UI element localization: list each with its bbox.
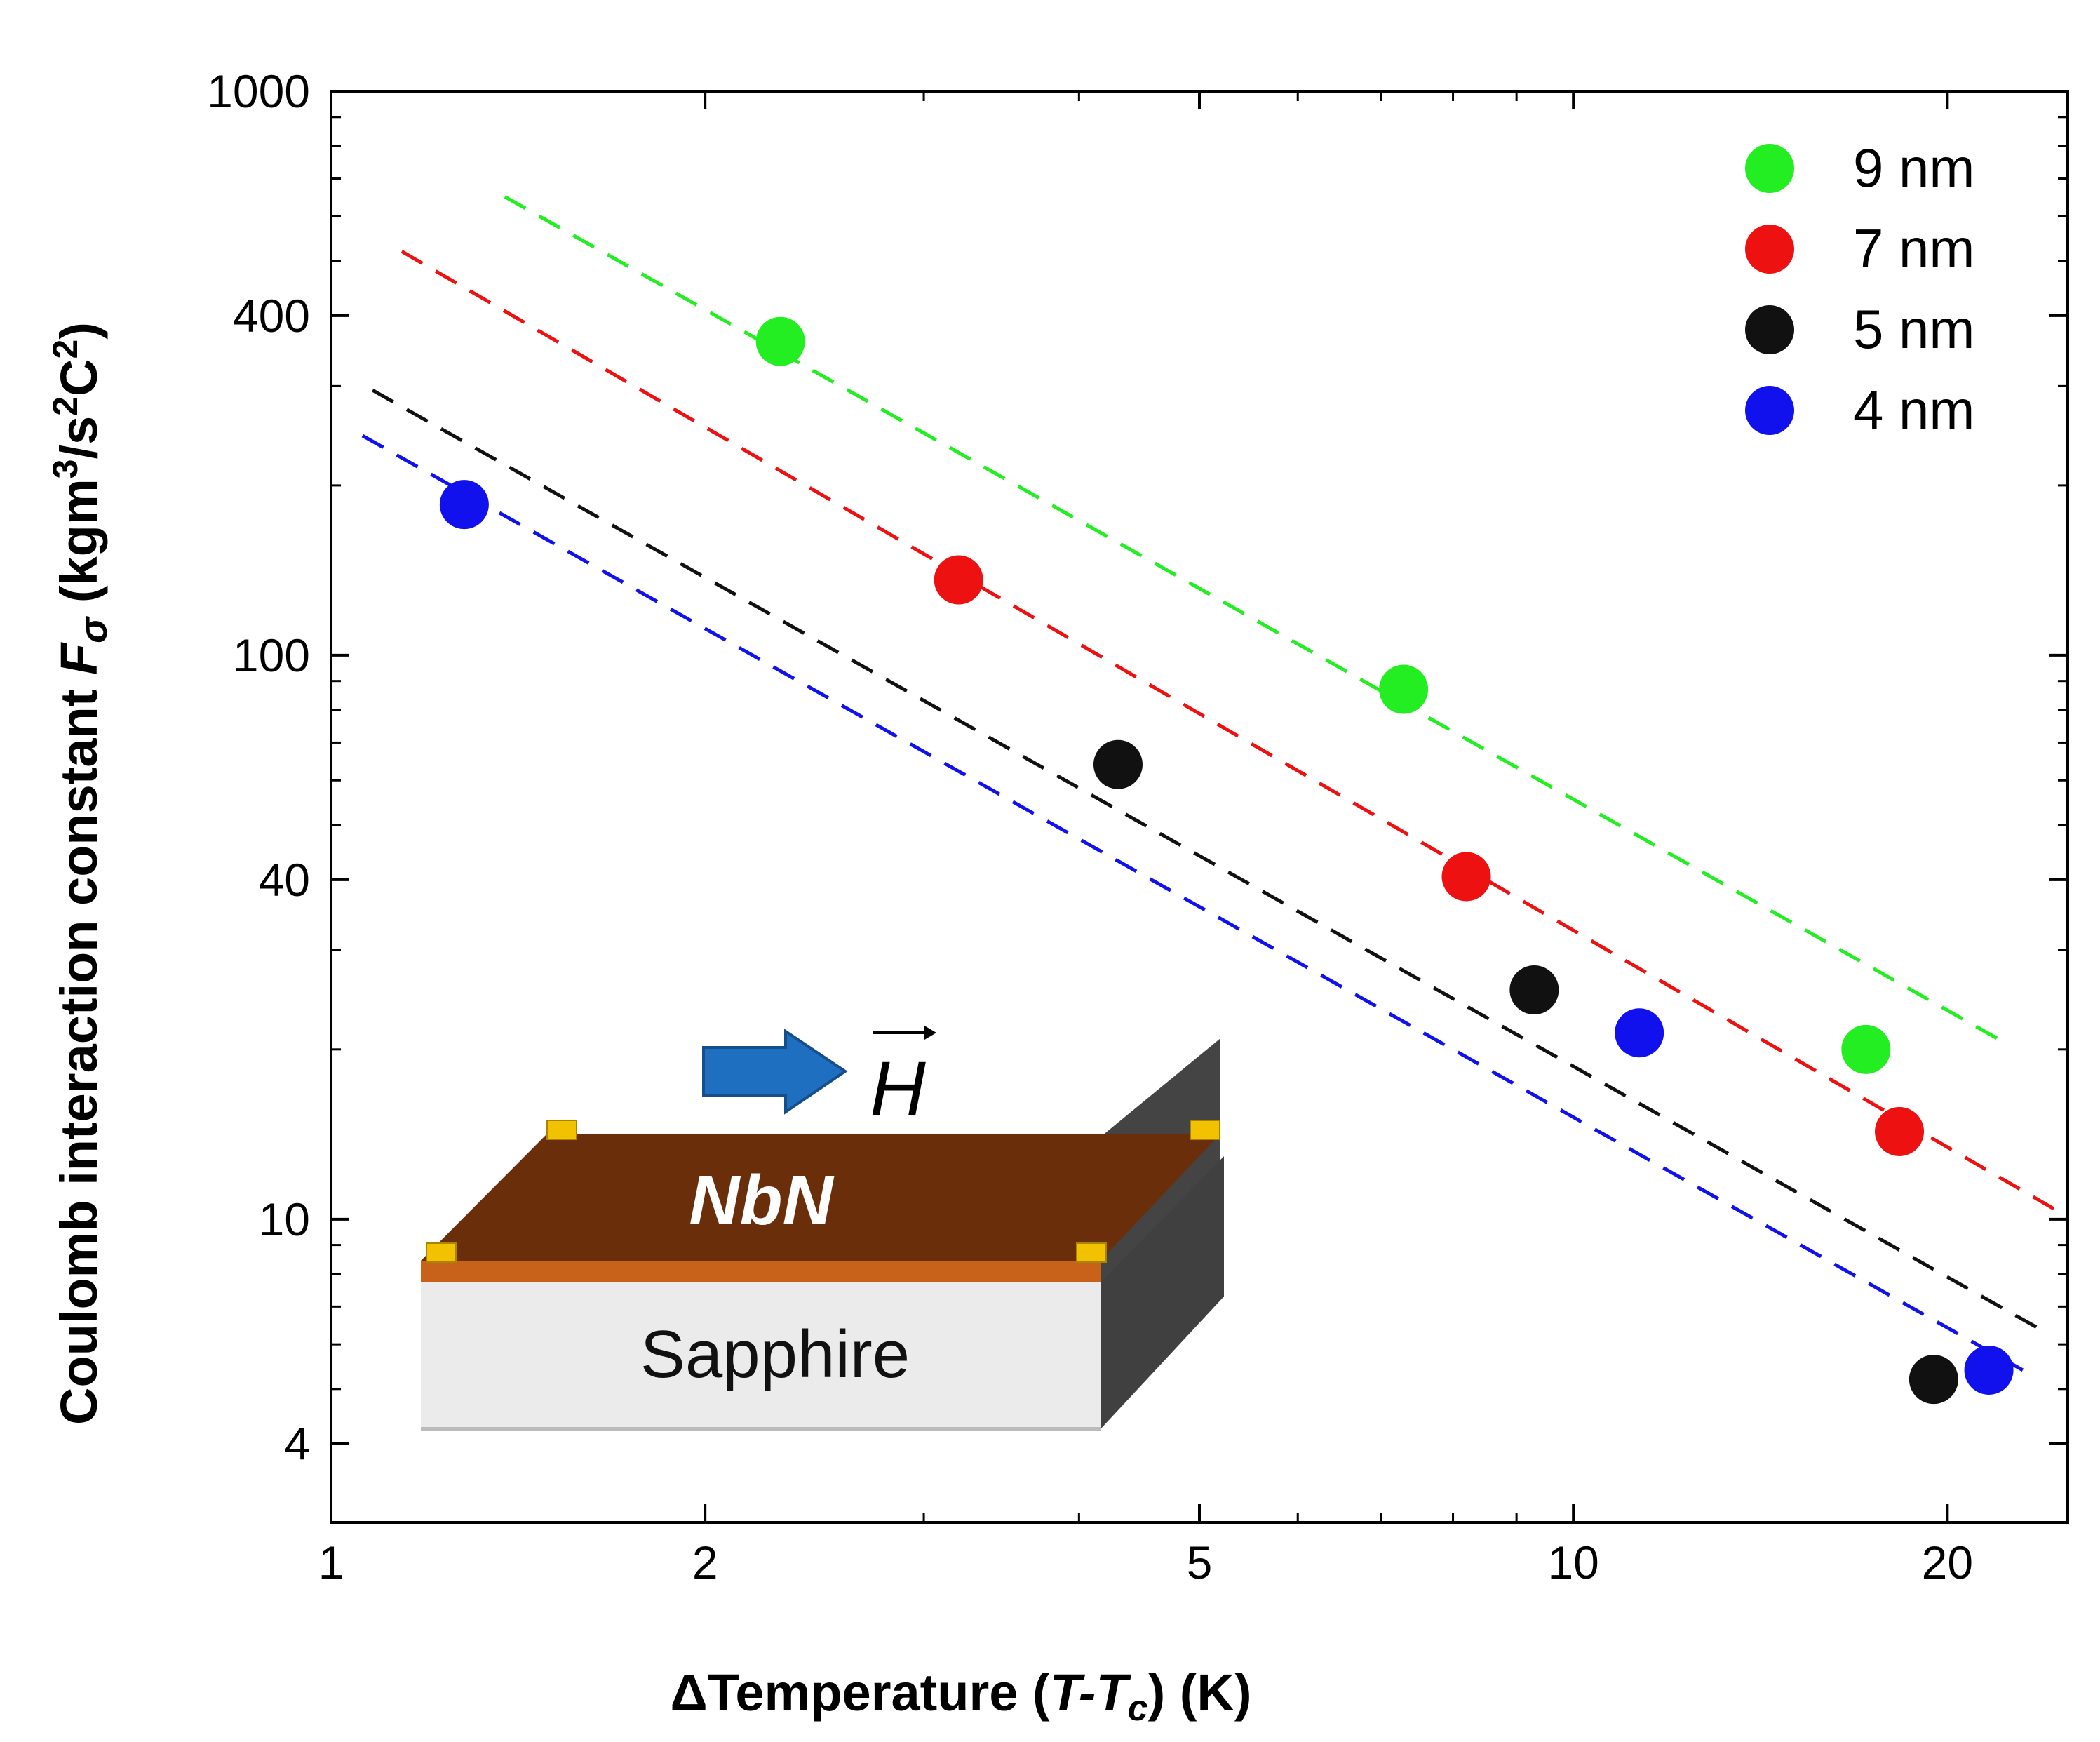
x-tick-label: 10 <box>1547 1536 1598 1588</box>
legend-label: 7 nm <box>1853 217 1974 279</box>
legend-label: 9 nm <box>1853 137 1974 199</box>
film-edge <box>421 1261 1101 1282</box>
data-point-1 <box>934 555 983 605</box>
y-tick-label: 4 <box>284 1418 310 1470</box>
data-point-1 <box>1875 1106 1925 1156</box>
y-axis-title: Coulomb interaction constant Fσ (kgm3/s2… <box>46 322 115 1425</box>
field-arrow <box>702 1029 848 1115</box>
x-tick-label: 20 <box>1922 1536 1973 1588</box>
data-point-2 <box>1093 739 1143 789</box>
contact-pad-1 <box>426 1242 457 1263</box>
x-tick-label: 5 <box>1187 1536 1213 1588</box>
y-tick-label: 400 <box>233 290 310 342</box>
film-label: NbN <box>689 1161 834 1240</box>
x-tick-label: 1 <box>318 1536 344 1588</box>
fit-line-0 <box>504 195 2007 1045</box>
data-point-0 <box>1841 1024 1891 1074</box>
legend: 9 nm 7 nm 5 nm 4 nm <box>1745 137 1974 441</box>
field-label: H <box>870 1046 926 1132</box>
x-axis-title: ΔTemperature (T-Tc) (K) <box>670 1663 1251 1729</box>
y-tick-label: 100 <box>233 629 310 681</box>
contact-pad-2 <box>1076 1242 1107 1263</box>
legend-marker <box>1745 225 1794 274</box>
contact-pad-3 <box>546 1120 577 1140</box>
data-point-3 <box>1964 1345 2014 1395</box>
data-points <box>439 316 2014 1405</box>
fit-lines <box>361 195 2065 1372</box>
data-point-3 <box>1615 1008 1664 1058</box>
tick-labels: 1 2 5 10 20 4 10 40 100 400 1000 <box>207 65 1973 1588</box>
data-point-0 <box>755 316 805 366</box>
substrate-label: Sapphire <box>640 1317 910 1392</box>
plot-frame <box>330 90 2069 1524</box>
substrate-side <box>1101 1156 1224 1429</box>
film-top-face <box>421 1134 1220 1261</box>
substrate <box>421 1282 1101 1429</box>
data-point-1 <box>1441 852 1491 902</box>
legend-label: 4 nm <box>1853 379 1974 441</box>
legend-marker <box>1745 305 1794 354</box>
data-point-2 <box>1909 1355 1958 1405</box>
y-tick-label: 1000 <box>207 65 310 117</box>
inset-schematic: NbN Sapphire H <box>421 1026 1224 1431</box>
fit-line-1 <box>401 250 2065 1217</box>
fit-line-2 <box>371 389 2047 1334</box>
x-tick-label: 2 <box>692 1536 718 1588</box>
contact-pad-4 <box>1190 1120 1220 1140</box>
legend-label: 5 nm <box>1853 298 1974 360</box>
fit-line-3 <box>361 434 2024 1372</box>
legend-marker <box>1745 386 1794 435</box>
data-point-0 <box>1379 664 1429 714</box>
y-tick-label: 10 <box>259 1193 310 1245</box>
field-vector-arrow <box>873 1026 936 1040</box>
data-point-3 <box>439 480 489 530</box>
data-point-2 <box>1509 965 1559 1014</box>
legend-marker <box>1745 144 1794 193</box>
y-tick-label: 40 <box>259 854 310 906</box>
